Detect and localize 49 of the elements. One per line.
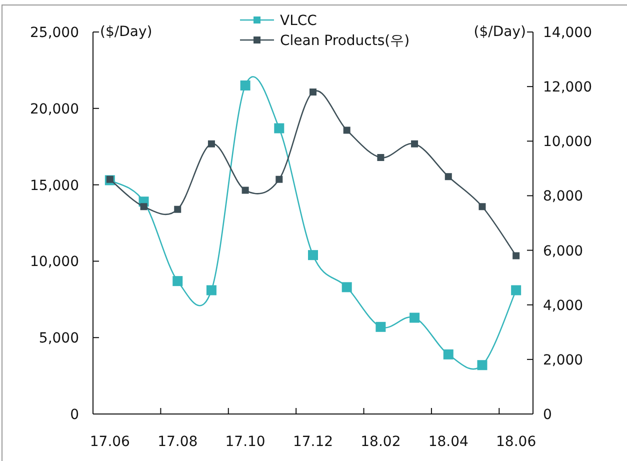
x-tick-label: 17.08 — [158, 434, 198, 450]
y2-tick-label: 2,000 — [543, 352, 584, 368]
y-tick-label: 0 — [70, 407, 79, 423]
point — [208, 140, 215, 148]
x-tick-label: 17.10 — [225, 434, 266, 450]
point — [172, 276, 183, 286]
point — [310, 88, 316, 96]
point — [443, 349, 454, 360]
point — [174, 206, 182, 213]
point — [477, 360, 488, 370]
legend-label: VLCC — [280, 13, 318, 29]
y2-tick-label: 12,000 — [543, 80, 592, 96]
point — [276, 176, 283, 183]
legend-label: Clean Products(우) — [280, 33, 410, 49]
point — [308, 250, 318, 260]
point — [206, 285, 216, 296]
y2-tick-label: 6,000 — [543, 243, 584, 260]
y-tick-label: 10,000 — [30, 254, 79, 270]
y2-tick-label: 10,000 — [543, 134, 592, 150]
point — [342, 282, 352, 292]
y2-tick-label: 14,000 — [543, 25, 592, 41]
point — [478, 203, 486, 210]
point — [274, 123, 284, 134]
y-tick-label: 25,000 — [30, 25, 79, 41]
x-tick-label: 17.06 — [90, 434, 130, 450]
y2-tick-label: 4,000 — [543, 298, 584, 314]
point — [411, 140, 418, 148]
y-tick-label: 20,000 — [30, 101, 79, 118]
y-tick-label: 15,000 — [30, 178, 79, 194]
point — [242, 186, 249, 194]
point — [240, 80, 250, 90]
point — [343, 126, 350, 134]
y2-tick-label: 8,000 — [543, 188, 584, 205]
point — [377, 154, 384, 162]
point — [512, 252, 520, 260]
point — [511, 285, 522, 296]
y-axis-title: ($/Day) — [100, 24, 152, 40]
y2-tick-label: 0 — [543, 407, 552, 423]
x-tick-label: 18.04 — [428, 434, 469, 450]
point — [140, 203, 148, 210]
point — [444, 173, 452, 180]
point — [376, 322, 386, 332]
x-tick-label: 17.12 — [292, 434, 334, 450]
point — [410, 312, 420, 323]
y-tick-label: 5,000 — [38, 330, 79, 347]
y2-axis-title: ($/Day) — [474, 24, 526, 40]
x-tick-label: 18.06 — [496, 434, 536, 450]
point — [106, 176, 114, 183]
x-tick-label: 18.02 — [360, 434, 401, 450]
